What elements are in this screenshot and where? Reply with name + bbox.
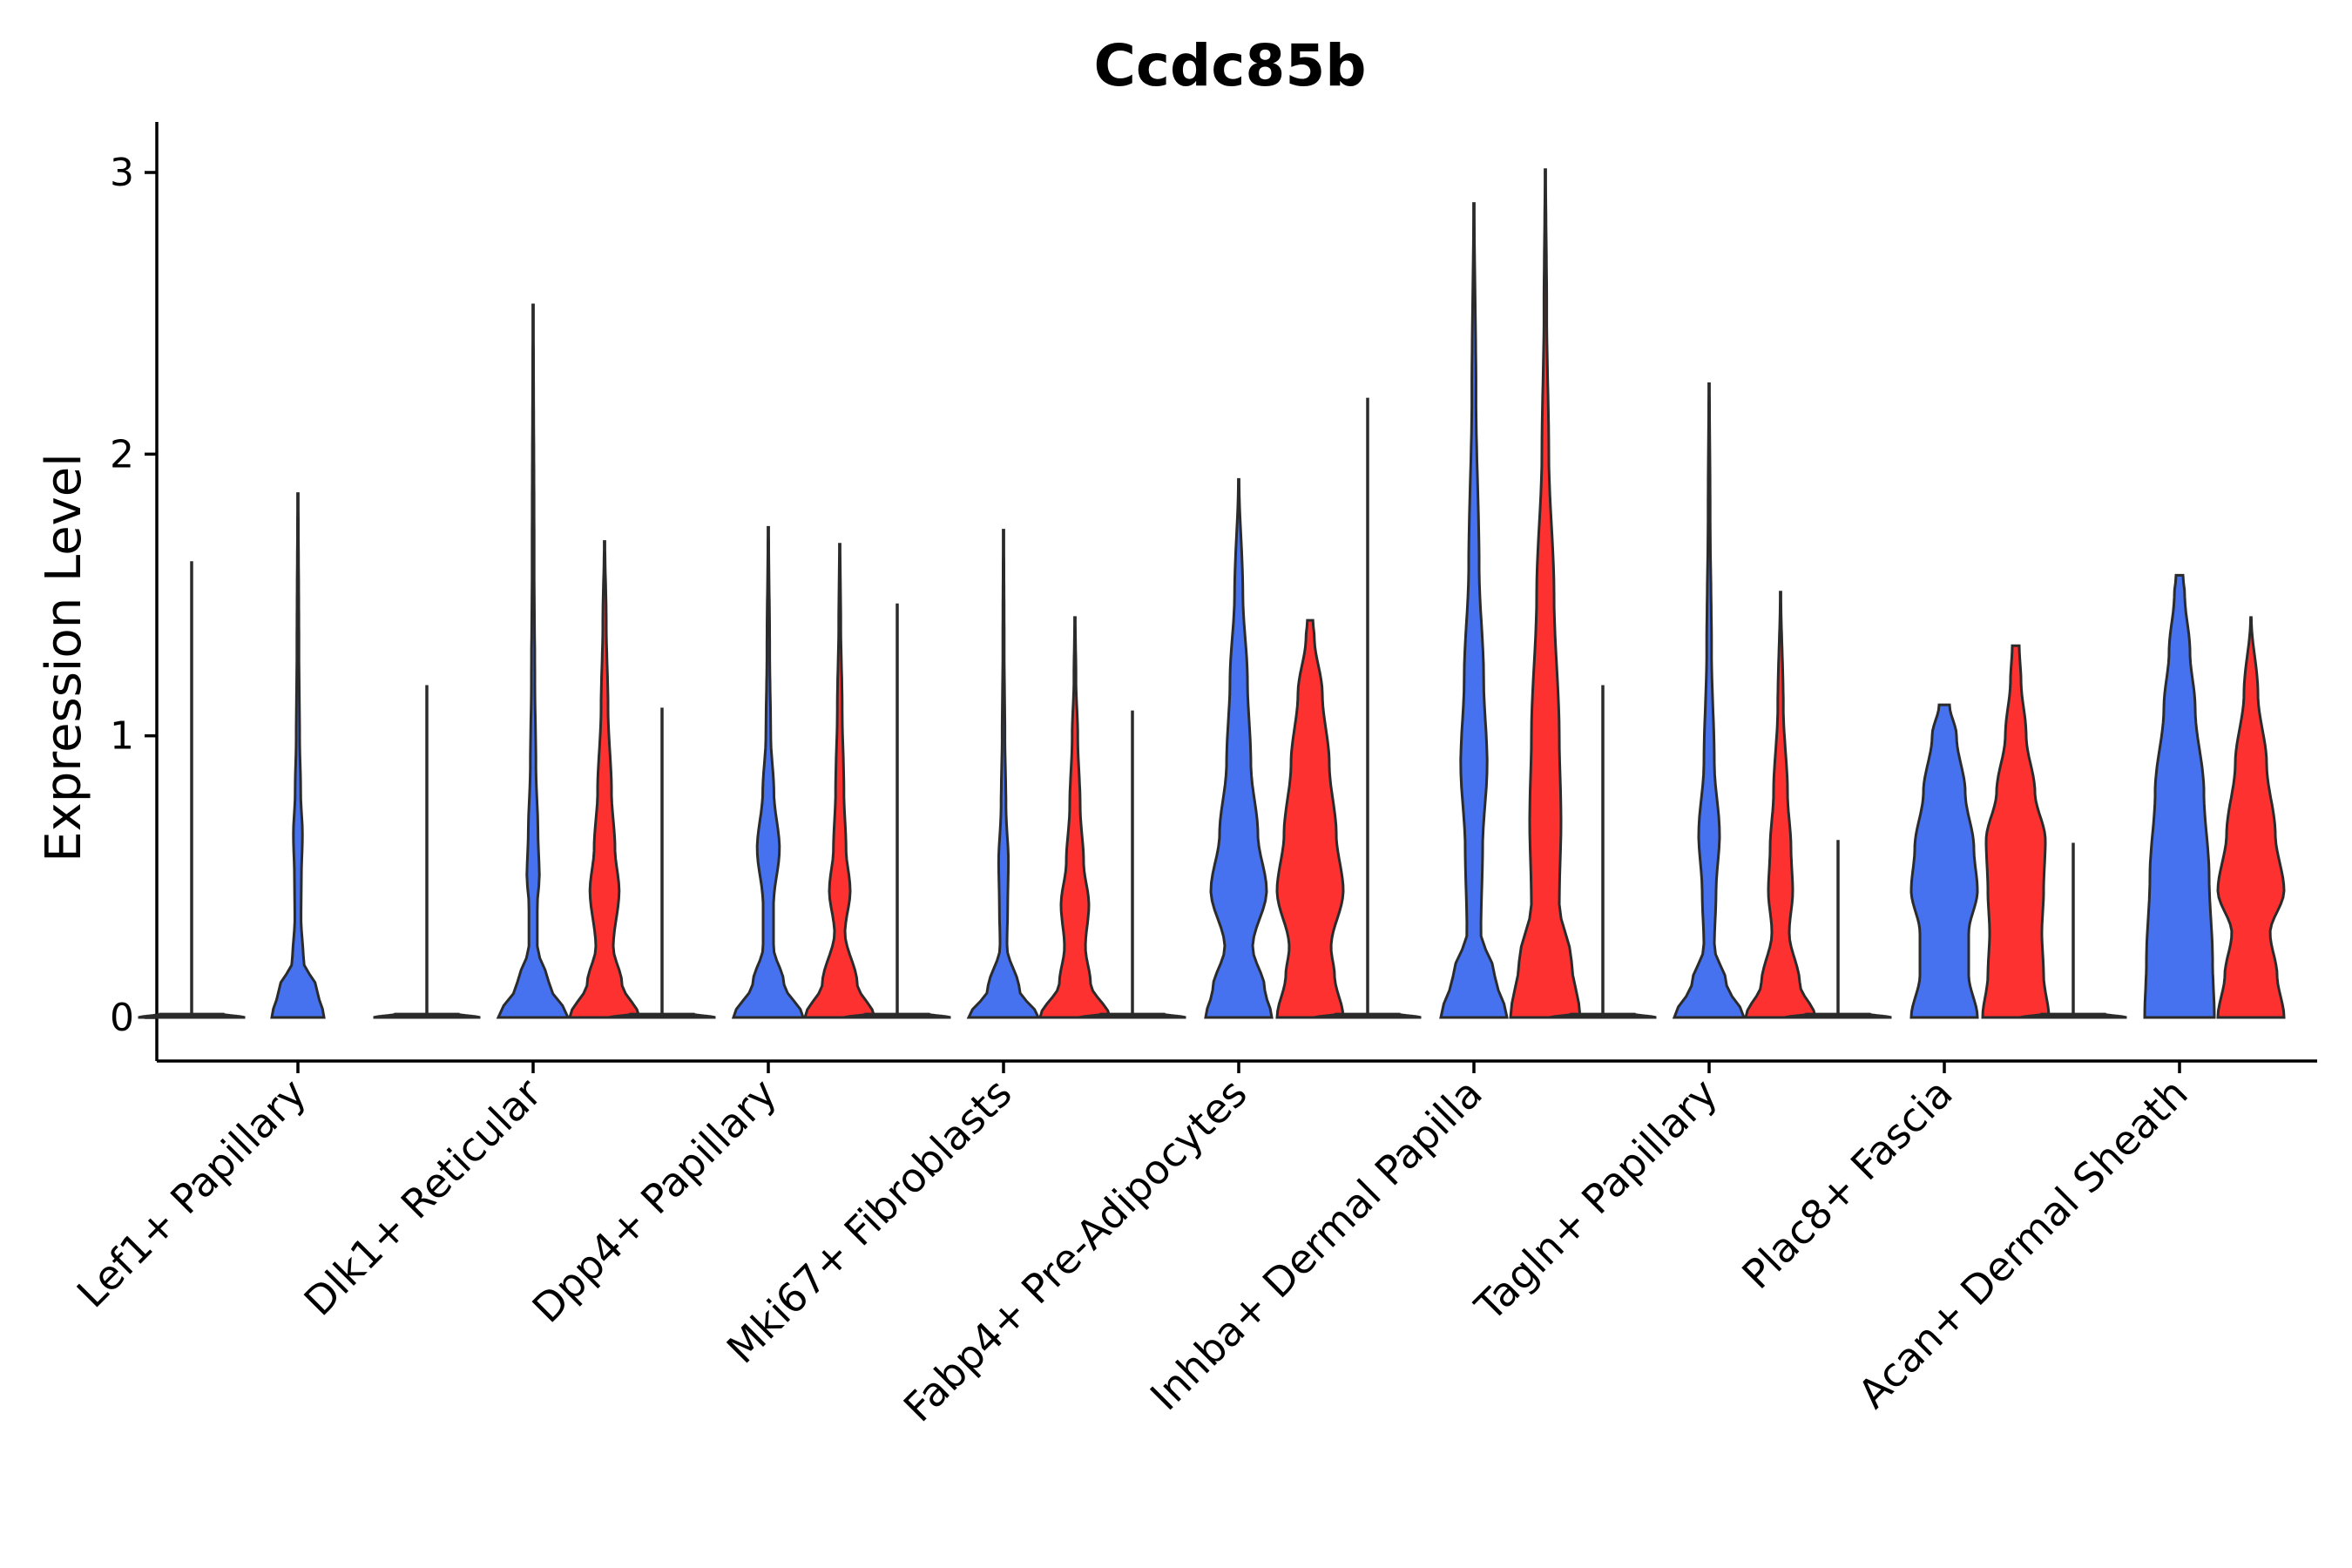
violin-b-7 (1981, 644, 2051, 1019)
y-tick-label: 1 (110, 714, 134, 759)
y-axis: 0 1 2 3 (110, 122, 159, 1061)
violin-a-0 (270, 492, 326, 1019)
y-tick-label: 2 (110, 432, 134, 476)
violin-b-1 (567, 540, 642, 1019)
violin-a-1 (496, 303, 571, 1019)
violin-b-5 (1509, 168, 1582, 1019)
x-axis (157, 1059, 2317, 1073)
violin-a-4 (1204, 477, 1274, 1019)
violin-a-8 (2143, 573, 2216, 1019)
violin-b-2 (802, 543, 877, 1019)
x-tick-label: Plac8+ Fascia (1733, 1070, 1961, 1298)
y-tick-label: 3 (110, 151, 134, 195)
violin-b-4 (1275, 618, 1345, 1019)
violins-layer (138, 168, 2286, 1019)
y-axis-label: Expression Level (36, 453, 92, 862)
violin-a-5 (1439, 202, 1509, 1019)
violin-b-3 (1038, 616, 1112, 1019)
violin-b-6 (1744, 591, 1817, 1019)
violin-a-7 (1909, 703, 1979, 1019)
y-tick-label: 0 (110, 996, 134, 1040)
x-tick-label: Dpp4+ Papillary (524, 1070, 786, 1332)
x-tick-label: Lef1+ Papillary (68, 1070, 315, 1317)
violin-a-6 (1672, 382, 1747, 1019)
violin-b-8 (2216, 616, 2286, 1019)
x-tick-label: Tagln+ Papillary (1465, 1070, 1727, 1331)
x-tick-label: Dlk1+ Reticular (295, 1070, 551, 1325)
violin-a-3 (966, 529, 1041, 1019)
violin-a-2 (731, 525, 806, 1019)
chart-title: Ccdc85b (1093, 32, 1366, 99)
